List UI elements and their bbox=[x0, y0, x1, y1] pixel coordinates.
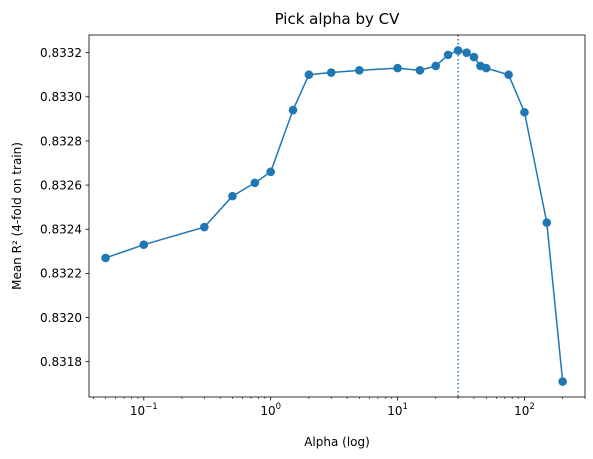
x-tick-label: 101 bbox=[387, 402, 408, 418]
data-point bbox=[453, 46, 463, 55]
y-tick-label: 0.8322 bbox=[40, 267, 82, 281]
axes-frame bbox=[88, 34, 586, 398]
data-point bbox=[304, 70, 314, 80]
data-point bbox=[504, 70, 513, 80]
data-point bbox=[431, 61, 441, 71]
data-point bbox=[266, 167, 275, 177]
data-point bbox=[326, 68, 336, 77]
y-tick-label: 0.8324 bbox=[40, 223, 82, 237]
y-tick-label: 0.8318 bbox=[40, 355, 82, 369]
data-point bbox=[443, 50, 453, 60]
y-tick-label: 0.8332 bbox=[40, 46, 82, 60]
data-point bbox=[200, 222, 209, 232]
data-point bbox=[355, 66, 364, 75]
data-point bbox=[558, 377, 567, 386]
data-point bbox=[481, 63, 491, 73]
data-point bbox=[288, 105, 298, 115]
y-ticks: 0.8318 0.8320 0.8322 0.8324 0.8326 0.8328 0.83… bbox=[40, 46, 89, 369]
data-point bbox=[462, 48, 471, 57]
data-point bbox=[520, 107, 529, 117]
data-point bbox=[228, 191, 237, 201]
y-tick-label: 0.8330 bbox=[40, 90, 82, 104]
y-tick-label: 0.8320 bbox=[40, 311, 82, 325]
x-tick-label: 100 bbox=[260, 402, 281, 418]
data-point bbox=[101, 253, 110, 263]
data-point bbox=[469, 52, 479, 62]
x-ticks: 10−1 100 101 102 bbox=[92, 397, 586, 418]
y-tick-label: 0.8328 bbox=[40, 134, 82, 148]
y-tick-label: 0.8326 bbox=[40, 178, 82, 192]
y-axis-label: Mean R² (4-fold on train) bbox=[10, 142, 24, 290]
data-layer bbox=[101, 35, 567, 397]
data-point bbox=[139, 240, 149, 249]
x-tick-label: 10−1 bbox=[130, 402, 158, 418]
chart-title: Pick alpha by CV bbox=[275, 10, 401, 28]
series-line bbox=[105, 49, 564, 382]
x-tick-label: 102 bbox=[514, 402, 535, 418]
x-axis-label: Alpha (log) bbox=[304, 435, 370, 449]
data-point bbox=[542, 218, 552, 227]
data-point bbox=[250, 178, 260, 188]
data-point bbox=[393, 63, 402, 73]
data-point bbox=[415, 66, 425, 75]
